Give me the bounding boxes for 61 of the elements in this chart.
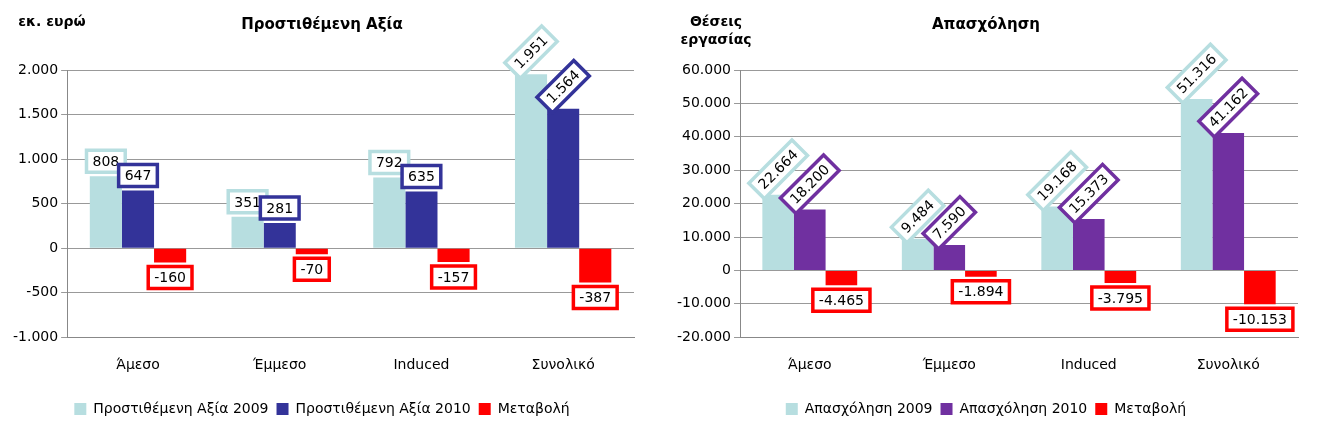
y-tick-label: 30.000	[682, 160, 732, 177]
y-tick-label: 2.000	[18, 60, 59, 77]
x-tick-label: Άμεσο	[116, 356, 160, 373]
y-tick-label: 0	[49, 238, 59, 255]
legend-label: Μεταβολή	[497, 399, 570, 416]
bar	[579, 248, 612, 283]
bar	[405, 191, 438, 248]
y-tick-label: 40.000	[682, 127, 732, 144]
data-label: 281	[266, 199, 294, 216]
data-label: -3.795	[1097, 289, 1143, 306]
data-label: -70	[300, 261, 324, 278]
y-axis-title: Θέσεις εργασίας	[679, 12, 753, 48]
bar	[89, 176, 122, 248]
data-label: 635	[408, 168, 435, 185]
data-label: -387	[579, 289, 612, 306]
x-tick-label: Έμμεσο	[921, 356, 976, 373]
chart-title: Απασχόληση	[932, 14, 1040, 33]
data-label: 351	[234, 193, 261, 210]
x-tick-label: Induced	[393, 356, 450, 373]
legend-label: Προστιθέμενη Αξία 2009	[93, 399, 269, 416]
bar	[1104, 270, 1137, 284]
y-tick-label: 1.500	[18, 105, 59, 122]
data-label: -1.894	[958, 283, 1004, 300]
y-tick-label: 1.000	[18, 149, 59, 166]
bar	[263, 223, 296, 248]
y-tick-label: -20.000	[676, 327, 732, 344]
data-label: 792	[375, 154, 403, 171]
x-tick-label: Induced	[1060, 356, 1117, 373]
y-tick-label: 60.000	[682, 60, 732, 77]
y-tick-label: 0	[722, 261, 732, 278]
bar	[373, 177, 406, 248]
bar	[1244, 270, 1276, 305]
x-tick-label: Έμμεσο	[252, 356, 307, 373]
bar	[154, 248, 187, 263]
y-tick-label: 20.000	[682, 194, 732, 211]
bar	[121, 190, 155, 248]
bar	[825, 270, 858, 286]
data-label: -157	[437, 268, 470, 285]
y-tick-label: 50.000	[682, 94, 732, 111]
data-label: 808	[92, 152, 120, 169]
x-tick-label: Άμεσο	[787, 356, 832, 373]
x-tick-label: Συνολικό	[531, 356, 595, 373]
legend-label: Προστιθέμενη Αξία 2010	[295, 399, 471, 416]
x-tick-label: Συνολικό	[1196, 356, 1260, 373]
data-label: -4.465	[818, 291, 864, 308]
y-tick-label: -10.000	[676, 294, 732, 311]
legend-label: Απασχόληση 2009	[804, 399, 933, 416]
legend-label: Μεταβολή	[1114, 399, 1187, 416]
legend-label: Απασχόληση 2010	[959, 399, 1088, 416]
y-tick-label: 500	[31, 194, 59, 211]
data-label: -10.153	[1232, 310, 1287, 327]
y-tick-label: -500	[26, 283, 59, 300]
y-tick-label: -1.000	[12, 327, 59, 344]
bar	[231, 216, 264, 248]
y-tick-label: 10.000	[682, 227, 732, 244]
bar	[965, 270, 997, 277]
bar	[437, 248, 470, 263]
chart-title: Προστιθέμενη Αξία	[241, 14, 403, 33]
y-axis-title: εκ. ευρώ	[17, 12, 87, 30]
data-label: 647	[124, 167, 152, 184]
data-label: -160	[154, 269, 186, 286]
